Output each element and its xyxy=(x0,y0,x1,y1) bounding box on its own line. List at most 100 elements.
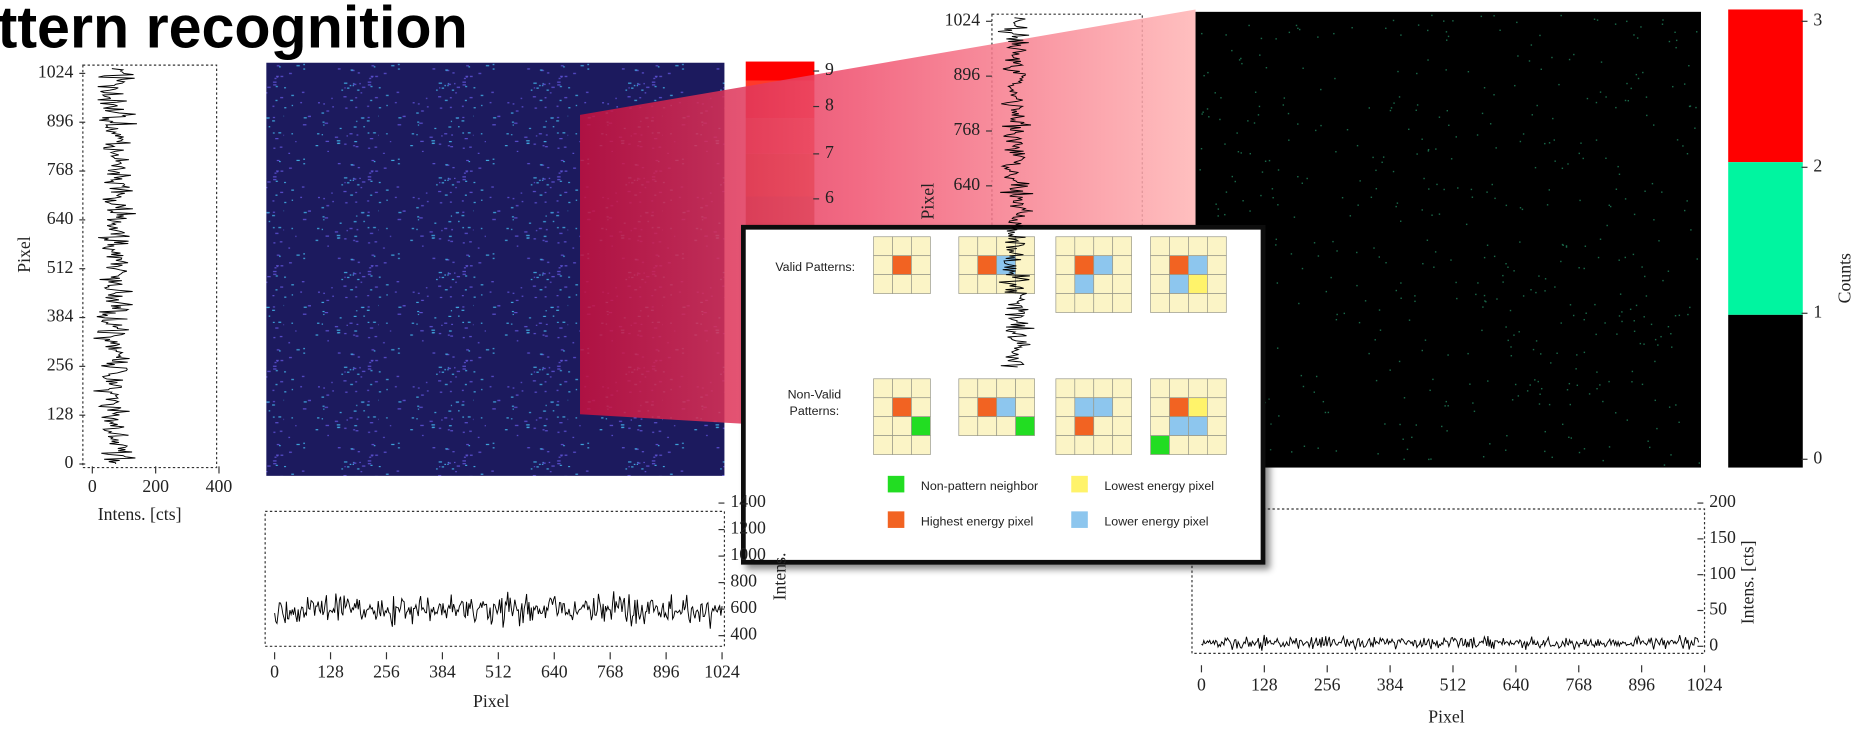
speckle xyxy=(1482,306,1484,308)
speckle xyxy=(1548,189,1551,191)
speckle xyxy=(1359,180,1361,182)
speckle xyxy=(1300,374,1303,377)
profile-trace xyxy=(274,591,723,629)
speckle xyxy=(1576,384,1579,387)
speckle xyxy=(1470,188,1473,191)
pattern-cell xyxy=(1015,255,1035,275)
speckle xyxy=(1514,383,1517,386)
speckle xyxy=(1582,157,1584,160)
axis-label: Intens. [cts] xyxy=(98,504,182,524)
speckle xyxy=(1472,402,1474,404)
speckle xyxy=(1615,412,1617,414)
plot-frame xyxy=(264,510,726,647)
pattern-cell xyxy=(1150,397,1170,418)
pattern-cell xyxy=(1112,378,1132,399)
speckle xyxy=(1600,61,1603,63)
pattern-cell xyxy=(1169,274,1189,294)
speckle xyxy=(1569,403,1571,406)
pattern-cell xyxy=(873,236,893,257)
speckle xyxy=(1201,113,1203,115)
speckle xyxy=(1635,304,1638,307)
speckle xyxy=(1667,325,1670,328)
speckle xyxy=(1633,330,1636,333)
speckle xyxy=(1408,128,1410,131)
speckle xyxy=(1507,339,1509,342)
pattern-cell xyxy=(958,255,979,275)
speckle xyxy=(1249,152,1251,155)
pattern-cell xyxy=(1150,255,1170,275)
speckle xyxy=(1414,300,1416,303)
speckle xyxy=(1429,389,1431,392)
speckle xyxy=(1260,37,1263,40)
detector-image xyxy=(1195,11,1701,468)
speckle xyxy=(1502,281,1504,283)
axis-label: Pixel xyxy=(473,691,510,711)
speckle xyxy=(1506,435,1508,437)
speckle xyxy=(1575,368,1577,370)
speckle xyxy=(1568,382,1571,385)
speckle xyxy=(1275,244,1277,246)
speckle xyxy=(1491,183,1493,186)
speckle xyxy=(1471,196,1474,198)
tick-label: 150 xyxy=(1709,527,1736,547)
speckle xyxy=(1400,34,1402,36)
speckle xyxy=(1595,101,1598,104)
speckle xyxy=(1626,20,1628,23)
speckle xyxy=(1606,224,1608,227)
pattern-cell xyxy=(911,274,931,294)
speckle xyxy=(1530,44,1533,46)
speckle xyxy=(1427,150,1430,152)
speckle xyxy=(1596,19,1599,21)
speckle xyxy=(1254,91,1257,93)
speckle xyxy=(1602,459,1604,462)
tick-label: 7 xyxy=(825,142,834,162)
speckle xyxy=(1535,291,1537,294)
speckle xyxy=(1428,458,1430,461)
speckle xyxy=(1521,208,1524,211)
speckle xyxy=(1443,20,1445,22)
speckle xyxy=(1518,331,1520,333)
speckle xyxy=(1624,256,1627,259)
speckle xyxy=(1231,49,1233,52)
tick-label: 6 xyxy=(825,187,834,207)
speckle xyxy=(1540,387,1543,390)
speckle xyxy=(1493,255,1496,258)
speckle xyxy=(1384,423,1386,425)
pattern-cell xyxy=(1207,416,1227,436)
speckle xyxy=(1219,118,1221,121)
tick-label: 128 xyxy=(47,403,74,423)
speckle xyxy=(1661,191,1663,193)
speckle xyxy=(1517,395,1520,397)
speckle xyxy=(1430,458,1432,460)
pattern-cell xyxy=(1055,255,1076,275)
tick-label: 768 xyxy=(1565,675,1592,695)
speckle xyxy=(1675,46,1677,49)
speckle xyxy=(1621,311,1623,313)
speckle xyxy=(1599,91,1602,93)
speckle xyxy=(1526,390,1529,392)
speckle xyxy=(1618,315,1621,317)
speckle xyxy=(1297,123,1299,125)
speckle xyxy=(1609,205,1612,208)
speckle xyxy=(1301,182,1304,184)
pattern-cell xyxy=(1093,397,1114,418)
speckle xyxy=(1248,24,1250,27)
speckle xyxy=(1496,298,1498,300)
speckle xyxy=(1560,14,1562,17)
pattern-cell xyxy=(977,236,998,257)
speckle xyxy=(1302,385,1305,388)
speckle xyxy=(1548,403,1551,406)
speckle xyxy=(1641,266,1643,268)
speckle xyxy=(1467,352,1469,355)
speckle xyxy=(1494,197,1496,200)
speckle xyxy=(1416,153,1418,155)
speckle xyxy=(1377,453,1379,455)
speckle xyxy=(1268,398,1270,400)
axis-label: Pixel xyxy=(1428,707,1465,727)
speckle xyxy=(1647,440,1649,442)
pattern-cell xyxy=(892,378,912,399)
speckle xyxy=(1423,177,1425,180)
speckle xyxy=(1427,148,1430,151)
tick-label: 600 xyxy=(730,597,757,617)
